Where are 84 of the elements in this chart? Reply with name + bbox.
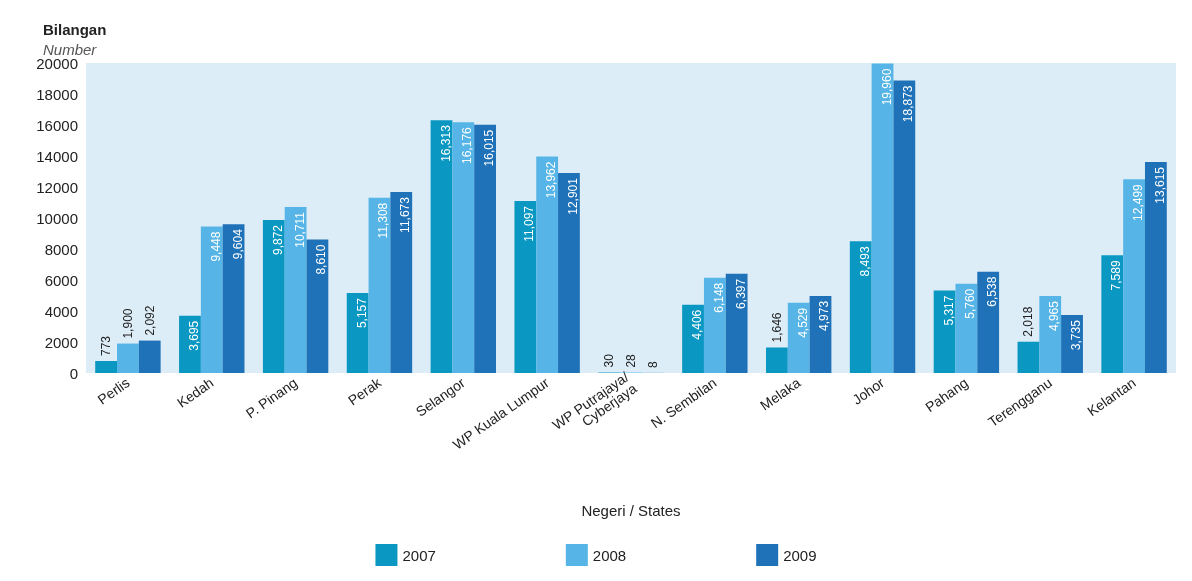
data-label: 4,406: [690, 309, 705, 340]
data-label: 5,157: [354, 297, 369, 329]
data-label: 5,317: [941, 295, 956, 326]
bar: [95, 361, 118, 373]
y-tick-label: 16000: [36, 116, 78, 134]
bar: [262, 219, 285, 373]
bar: [452, 122, 475, 373]
data-label: 8: [645, 360, 660, 368]
data-label: 8,610: [314, 244, 329, 275]
data-label: 10,711: [292, 211, 307, 248]
data-label: 8,493: [857, 246, 872, 277]
y-tick-label: 8000: [44, 240, 78, 258]
bar: [138, 340, 161, 373]
data-label: 16,015: [482, 129, 497, 167]
data-label: 4,529: [795, 307, 810, 338]
data-label: 5,760: [963, 288, 978, 319]
y-tick-label: 18000: [36, 85, 78, 103]
data-label: 6,148: [711, 282, 726, 313]
y-tick-label: 14000: [36, 147, 78, 165]
data-label: 13,615: [1152, 166, 1167, 204]
data-label: 12,499: [1131, 183, 1146, 221]
bar: [368, 197, 391, 373]
bar: [514, 201, 537, 373]
bar: [787, 302, 810, 373]
bar: [430, 120, 453, 373]
bar: [390, 192, 413, 373]
bar: [558, 173, 580, 373]
data-label: 28: [624, 353, 638, 368]
legend-label: 2007: [402, 546, 436, 564]
data-label: 19,960: [879, 68, 894, 106]
bar: [1101, 255, 1124, 373]
bar: [765, 347, 788, 373]
bar: [871, 63, 894, 373]
data-label: 7,589: [1109, 260, 1124, 291]
bar: [955, 283, 978, 373]
y-tick-label: 12000: [36, 178, 78, 196]
bar: [893, 80, 916, 373]
bar: [1144, 161, 1167, 373]
data-label: 13,962: [544, 161, 559, 199]
bar: [222, 224, 245, 373]
data-label: 30: [602, 353, 617, 368]
data-label: 16,176: [460, 126, 475, 164]
data-label: 16,313: [438, 124, 453, 162]
data-label: 1,900: [120, 308, 135, 339]
y-tick-label: 0: [69, 364, 78, 382]
y-tick-label: 4000: [44, 302, 78, 320]
data-label: 6,538: [985, 276, 1000, 307]
bar: [1039, 296, 1062, 373]
bar: [536, 156, 559, 373]
bar: [1123, 179, 1145, 373]
data-label: 3,735: [1069, 319, 1084, 351]
data-label: 12,901: [565, 177, 580, 215]
data-label: 2,018: [1021, 306, 1036, 337]
bar: [284, 206, 307, 373]
bar: [977, 271, 1000, 373]
bar: [849, 241, 872, 373]
y-tick-label: 10000: [36, 209, 78, 227]
data-label: 11,673: [398, 196, 413, 233]
data-label: 9,604: [230, 228, 245, 260]
legend-label: 2009: [783, 546, 817, 564]
data-label: 4,965: [1047, 300, 1062, 332]
bar: [474, 124, 497, 373]
bar: [117, 343, 139, 373]
bar: [200, 226, 223, 373]
y-tick-label: 2000: [44, 333, 78, 351]
data-label: 2,092: [142, 305, 157, 336]
data-label: 1,646: [769, 312, 784, 343]
bar: [346, 293, 369, 373]
data-label: 11,097: [522, 205, 537, 242]
legend-label: 2008: [592, 546, 627, 564]
bar: [725, 273, 748, 373]
bar: [306, 239, 329, 373]
data-label: 3,695: [186, 320, 201, 351]
data-label: 11,308: [376, 202, 391, 239]
bar: [703, 277, 726, 373]
data-label: 9,872: [270, 224, 285, 256]
data-label: 6,397: [733, 278, 748, 309]
data-label: 18,873: [901, 85, 916, 123]
x-axis-title: Negeri / States: [581, 502, 681, 519]
y-tick-label: 6000: [44, 271, 78, 289]
data-label: 773: [99, 335, 114, 357]
bar: [1017, 341, 1040, 373]
data-label: 9,448: [208, 231, 223, 262]
data-label: 4,973: [817, 300, 832, 331]
